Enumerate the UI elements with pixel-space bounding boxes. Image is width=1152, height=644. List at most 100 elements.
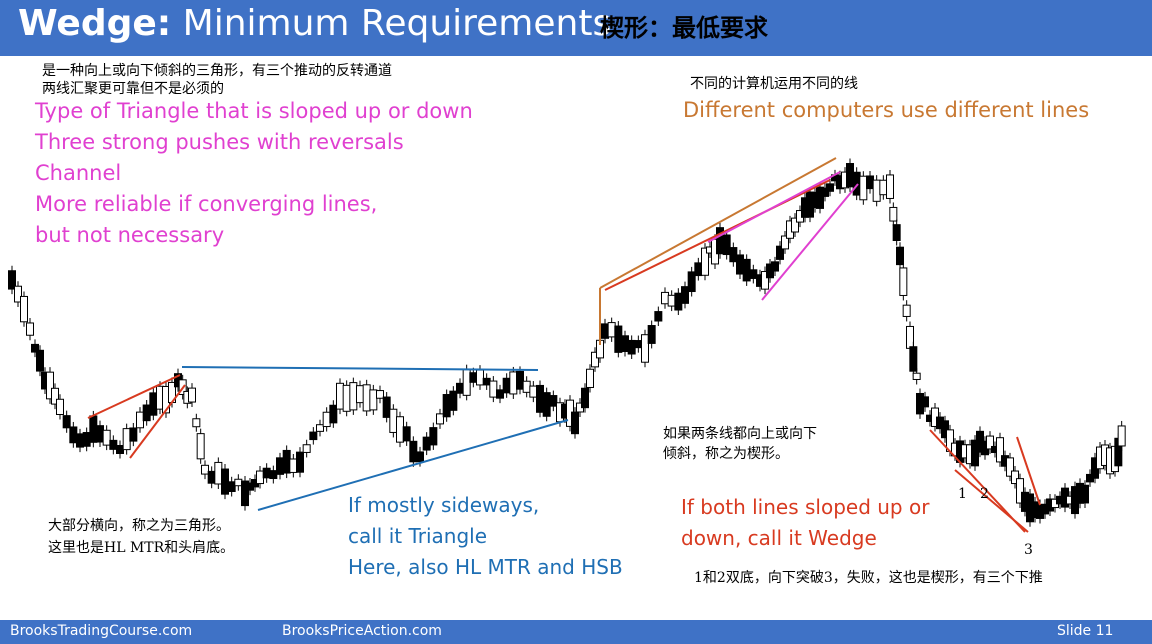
- slide-number: Slide 11: [1057, 623, 1114, 639]
- note-different-lines: Different computers use different lines: [683, 98, 1090, 122]
- candle-body: [661, 291, 669, 305]
- candle-body: [641, 334, 649, 363]
- candle-body: [241, 480, 249, 507]
- candle-body: [906, 325, 914, 349]
- candle-body: [256, 470, 264, 485]
- slide-title-cn: 楔形：最低要求: [600, 13, 768, 42]
- candle-body: [941, 420, 949, 439]
- triangle-line-3: Here, also HL MTR and HSB: [348, 555, 623, 579]
- candle-body: [892, 224, 901, 242]
- candle-body: [826, 183, 834, 192]
- candle-body: [694, 262, 703, 277]
- candle-body: [36, 349, 44, 372]
- candle-body: [26, 322, 34, 336]
- candle-body: [896, 246, 904, 266]
- triangle-bottom-line: [257, 419, 569, 511]
- candle-body: [396, 416, 404, 443]
- candle-body: [496, 389, 504, 399]
- candle-body: [76, 433, 84, 448]
- candle-body: [1016, 478, 1024, 504]
- note-cn-computers: 不同的计算机运用不同的线: [690, 76, 858, 92]
- candle-body: [476, 369, 484, 386]
- candle-body: [749, 269, 758, 279]
- candle-body: [654, 311, 663, 322]
- wedge-line-2: down, call it Wedge: [681, 526, 877, 550]
- left-wedge-lower-line: [129, 384, 186, 459]
- requirement-4: More reliable if converging lines,: [35, 192, 378, 216]
- candle-body: [356, 385, 364, 404]
- candle-body: [142, 404, 151, 422]
- wedge-magenta-upper-line: [707, 171, 841, 243]
- candle-body: [234, 478, 243, 487]
- footer-site-link[interactable]: BrooksPriceAction.com: [282, 623, 442, 639]
- candle-body: [329, 404, 338, 424]
- candle-body: [462, 369, 471, 396]
- candle-body: [422, 436, 431, 451]
- candle-body: [262, 467, 271, 479]
- candle-body: [349, 382, 358, 411]
- candle-body: [502, 377, 511, 394]
- requirement-2: Three strong pushes with reversals: [35, 130, 404, 154]
- requirement-1: Type of Triangle that is sloped up or do…: [35, 99, 473, 123]
- candle-body: [207, 470, 216, 484]
- candle-body: [571, 411, 579, 435]
- push-label-1: 1: [958, 486, 967, 502]
- candle-body: [846, 163, 854, 188]
- candle-body: [276, 457, 284, 475]
- candle-body: [192, 418, 201, 428]
- footer-course-link[interactable]: BrooksTradingCourse.com: [10, 623, 193, 639]
- triangle-line-2: call it Triangle: [348, 524, 488, 548]
- candle-body: [129, 427, 138, 442]
- candle-body: [729, 247, 738, 263]
- requirement-3: Channel: [35, 161, 122, 185]
- candle-body: [376, 390, 384, 399]
- candle-body: [96, 425, 104, 443]
- candle-body: [489, 380, 498, 398]
- candle-body: [102, 429, 111, 446]
- candle-body: [429, 427, 438, 446]
- candle-body: [227, 481, 236, 492]
- candle-body: [771, 261, 779, 272]
- wedge-line-1: If both lines sloped up or: [681, 495, 930, 519]
- candle-body: [1006, 457, 1014, 477]
- candle-body: [674, 292, 683, 311]
- candle-body: [647, 325, 656, 344]
- candle-body: [621, 335, 629, 352]
- candle-body: [529, 385, 538, 398]
- candle-body: [522, 380, 531, 393]
- candle-body: [342, 384, 351, 412]
- price-chart: [8, 157, 1126, 533]
- candle-body: [886, 174, 894, 199]
- requirement-5: but not necessary: [35, 223, 225, 247]
- candle-body: [586, 368, 594, 388]
- candle-body: [221, 468, 229, 495]
- candle-body: [879, 179, 888, 196]
- candle-body: [722, 234, 731, 256]
- wedge-orange-line: [599, 157, 837, 289]
- candle-body: [614, 325, 623, 353]
- candle-body: [362, 384, 371, 412]
- candle-body: [201, 464, 209, 475]
- candle-body: [31, 343, 39, 353]
- candle-body: [469, 372, 478, 383]
- note-cn-triangle-1: 大部分横向，称之为三角形。: [48, 518, 230, 534]
- candle-body: [872, 179, 881, 202]
- candle-body: [852, 171, 861, 196]
- candle-body: [601, 323, 609, 339]
- candle-body: [316, 424, 324, 432]
- candle-body: [8, 270, 16, 290]
- candle-body: [971, 439, 979, 467]
- candle-body: [122, 428, 131, 451]
- candle-body: [436, 413, 444, 425]
- candle-body: [889, 206, 898, 222]
- candle-body: [309, 431, 318, 441]
- candle-body: [188, 387, 196, 403]
- candle-body: [912, 372, 921, 380]
- candle-body: [14, 285, 22, 303]
- push-label-3: 3: [1024, 542, 1033, 558]
- push-label-2: 2: [980, 486, 989, 502]
- candle-body: [289, 458, 298, 473]
- candle-body: [269, 470, 278, 480]
- candle-body: [516, 370, 524, 390]
- candle-body: [442, 394, 451, 418]
